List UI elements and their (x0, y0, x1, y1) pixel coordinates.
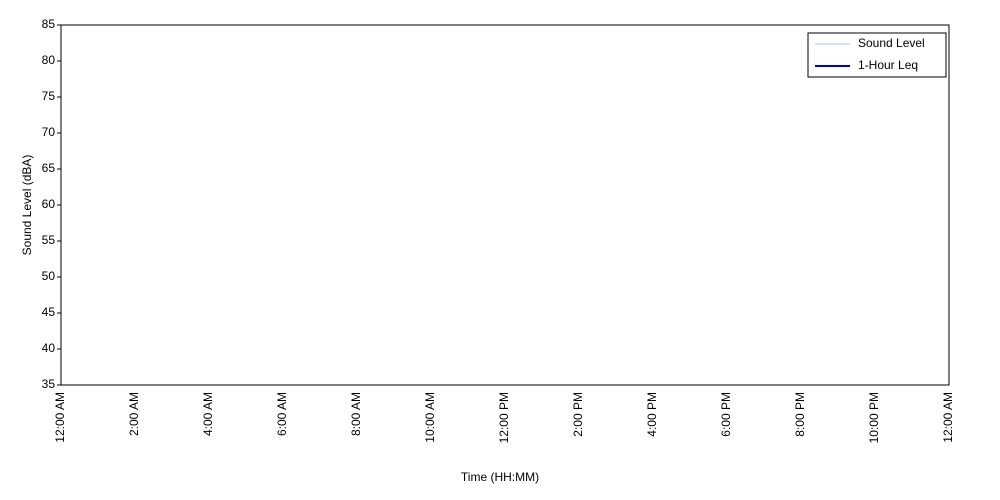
legend-label: 1-Hour Leq (858, 58, 918, 72)
y-tick-label: 80 (42, 53, 56, 67)
x-tick-label: 12:00 AM (941, 392, 955, 443)
legend-box (807, 32, 947, 78)
legend-label: Sound Level (858, 36, 925, 50)
x-tick-label: 10:00 PM (867, 392, 881, 443)
x-tick-label: 6:00 AM (275, 392, 289, 436)
y-tick-label: 40 (42, 341, 56, 355)
y-axis-title: Sound Level (dBA) (20, 155, 34, 256)
x-axis-title: Time (HH:MM) (461, 470, 539, 484)
y-tick-label: 45 (42, 305, 56, 319)
x-tick-label: 2:00 PM (571, 392, 585, 437)
y-tick-label: 70 (42, 125, 56, 139)
y-tick-label: 55 (42, 233, 56, 247)
x-tick-label: 2:00 AM (127, 392, 141, 436)
x-tick-label: 8:00 AM (349, 392, 363, 436)
y-tick-label: 65 (42, 161, 56, 175)
x-tick-label: 4:00 AM (201, 392, 215, 436)
plot-frame (60, 24, 950, 386)
x-tick-label: 12:00 PM (497, 392, 511, 443)
y-tick-label: 50 (42, 269, 56, 283)
y-tick-label: 85 (42, 17, 56, 31)
x-tick-label: 6:00 PM (719, 392, 733, 437)
x-tick-label: 8:00 PM (793, 392, 807, 437)
x-tick-label: 10:00 AM (423, 392, 437, 443)
x-tick-label: 4:00 PM (645, 392, 659, 437)
y-tick-label: 75 (42, 89, 56, 103)
x-tick-label: 12:00 AM (53, 392, 67, 443)
y-tick-label: 35 (42, 377, 56, 391)
y-tick-label: 60 (42, 197, 56, 211)
